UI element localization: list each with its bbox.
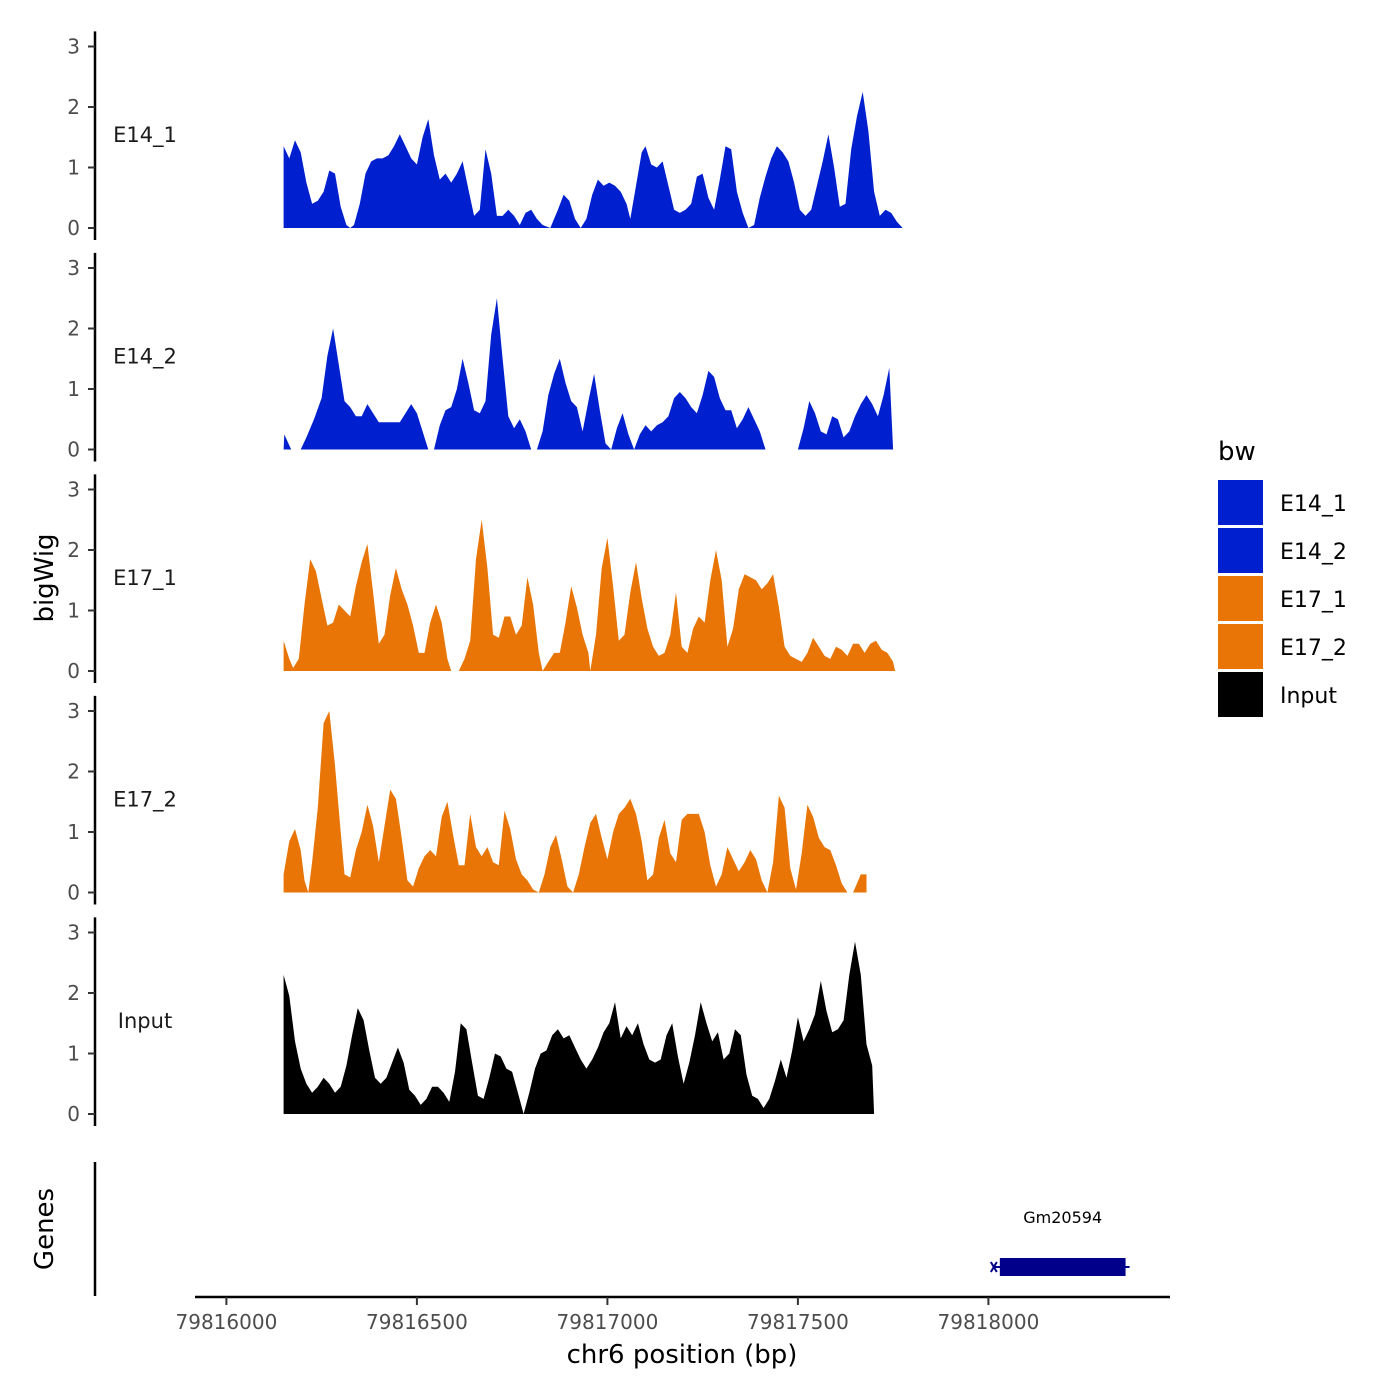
track-label-E17_2: E17_2	[113, 788, 177, 813]
legend-swatch-E14_1	[1218, 480, 1263, 525]
signal-area-E17_1	[283, 519, 896, 671]
panel-E17_1: 0 1 2 3 E17_1	[67, 474, 896, 683]
y-tick-label-Input-3: 3	[67, 921, 80, 945]
genes-panel: Genes Gm20594	[30, 1162, 1130, 1296]
gene-body	[999, 1258, 1126, 1276]
y-tick-label-E14_1-1: 1	[67, 156, 80, 180]
gene-feature: Gm20594	[989, 1208, 1130, 1276]
x-axis-title: chr6 position (bp)	[567, 1340, 798, 1370]
x-tick-label-79816000: 79816000	[176, 1310, 278, 1334]
panel-E17_2: 0 1 2 3 E17_2	[67, 695, 867, 905]
signal-area-E17_2	[283, 711, 867, 893]
legend-swatch-E14_2	[1218, 528, 1263, 573]
y-tick-label-E14_1-3: 3	[67, 35, 80, 59]
y-tick-label-E17_2-2: 2	[67, 760, 80, 784]
x-tick-label-79817000: 79817000	[557, 1310, 659, 1334]
y-tick-label-E17_1-0: 0	[67, 659, 80, 683]
y-tick-label-E14_2-1: 1	[67, 377, 80, 401]
gene-strand-marker	[989, 1261, 998, 1273]
y-tick-label-E17_1-2: 2	[67, 538, 80, 562]
legend-label-E14_2: E14_2	[1280, 540, 1347, 565]
y-tick-label-E14_1-2: 2	[67, 95, 80, 119]
x-tick-label-79818000: 79818000	[938, 1310, 1040, 1334]
track-label-E14_1: E14_1	[113, 123, 177, 148]
legend-label-E17_1: E17_1	[1280, 588, 1347, 613]
y-tick-label-E14_2-0: 0	[67, 438, 80, 462]
track-label-E14_2: E14_2	[113, 345, 177, 370]
track-label-E17_1: E17_1	[113, 566, 177, 591]
legend-label-E14_1: E14_1	[1280, 492, 1347, 517]
y-tick-label-E14_2-3: 3	[67, 256, 80, 280]
legend-label-E17_2: E17_2	[1280, 636, 1347, 661]
y-tick-label-E17_2-3: 3	[67, 699, 80, 723]
panel-E14_1: 0 1 2 3 E14_1	[67, 31, 903, 240]
genes-axis-title: Genes	[30, 1188, 60, 1270]
legend-swatch-E17_1	[1218, 576, 1263, 621]
y-tick-label-E17_2-1: 1	[67, 820, 80, 844]
y-tick-label-E14_2-2: 2	[67, 317, 80, 341]
legend: bw E14_1 E14_2 E17_1 E17_2 Input	[1218, 437, 1347, 717]
y-tick-label-E17_1-1: 1	[67, 599, 80, 623]
y-tick-label-E14_1-0: 0	[67, 216, 80, 240]
track-label-Input: Input	[118, 1009, 172, 1033]
y-tick-label-E17_2-0: 0	[67, 881, 80, 905]
y-tick-label-Input-1: 1	[67, 1042, 80, 1066]
y-tick-label-E17_1-3: 3	[67, 478, 80, 502]
legend-swatch-Input	[1218, 672, 1263, 717]
legend-swatch-E17_2	[1218, 624, 1263, 669]
x-tick-label-79816500: 79816500	[366, 1310, 468, 1334]
x-axis: 79816000 79816500 79817000 79817500 79818000	[176, 1295, 1170, 1334]
signal-tracks: 0 1 2 3 E14_1 0 1 2 3 E14_2 0 1 2 3 E17_1 0 1 2 3 E17_2 0 1 2 3…	[67, 31, 903, 1126]
signal-area-Input	[283, 941, 875, 1114]
legend-title: bw	[1218, 437, 1256, 467]
signal-area-E14_1	[283, 91, 903, 229]
gene-label: Gm20594	[1023, 1208, 1102, 1227]
panel-Input: 0 1 2 3 Input	[67, 917, 875, 1126]
y-tick-label-Input-0: 0	[67, 1102, 80, 1126]
panel-E14_2: 0 1 2 3 E14_2	[67, 252, 894, 462]
x-tick-label-79817500: 79817500	[747, 1310, 849, 1334]
legend-label-Input: Input	[1280, 684, 1337, 709]
y-tick-label-Input-2: 2	[67, 981, 80, 1005]
signal-area-E14_2	[283, 298, 894, 450]
y-axis-title: bigWig	[30, 533, 60, 622]
